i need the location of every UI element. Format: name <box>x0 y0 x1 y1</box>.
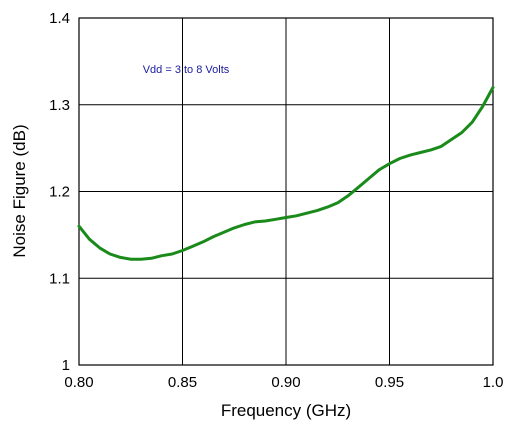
grid-lines <box>79 18 493 365</box>
y-tick-label: 1.4 <box>49 10 70 27</box>
y-tick-labels: 1 1.1 1.2 1.3 1.4 <box>49 10 70 374</box>
y-tick-label: 1 <box>62 357 70 374</box>
x-axis-label: Frequency (GHz) <box>221 401 351 420</box>
x-tick-label: 0.85 <box>168 374 197 391</box>
x-tick-label: 0.90 <box>271 374 300 391</box>
series-group <box>77 85 495 261</box>
y-tick-label: 1.3 <box>49 97 70 114</box>
x-tick-label: 0.80 <box>64 374 93 391</box>
plot-frame <box>78 17 494 366</box>
x-tick-labels: 0.80 0.85 0.90 0.95 1.0 <box>64 374 503 391</box>
x-tick-label: 1.0 <box>483 374 504 391</box>
x-tick-label: 0.95 <box>375 374 404 391</box>
y-tick-label: 1.2 <box>49 184 70 201</box>
annotation-label: Vdd = 3 to 8 Volts <box>143 64 230 76</box>
noise-figure-line <box>77 85 495 261</box>
y-tick-label: 1.1 <box>49 270 70 287</box>
y-axis-label: Noise Figure (dB) <box>10 124 29 257</box>
